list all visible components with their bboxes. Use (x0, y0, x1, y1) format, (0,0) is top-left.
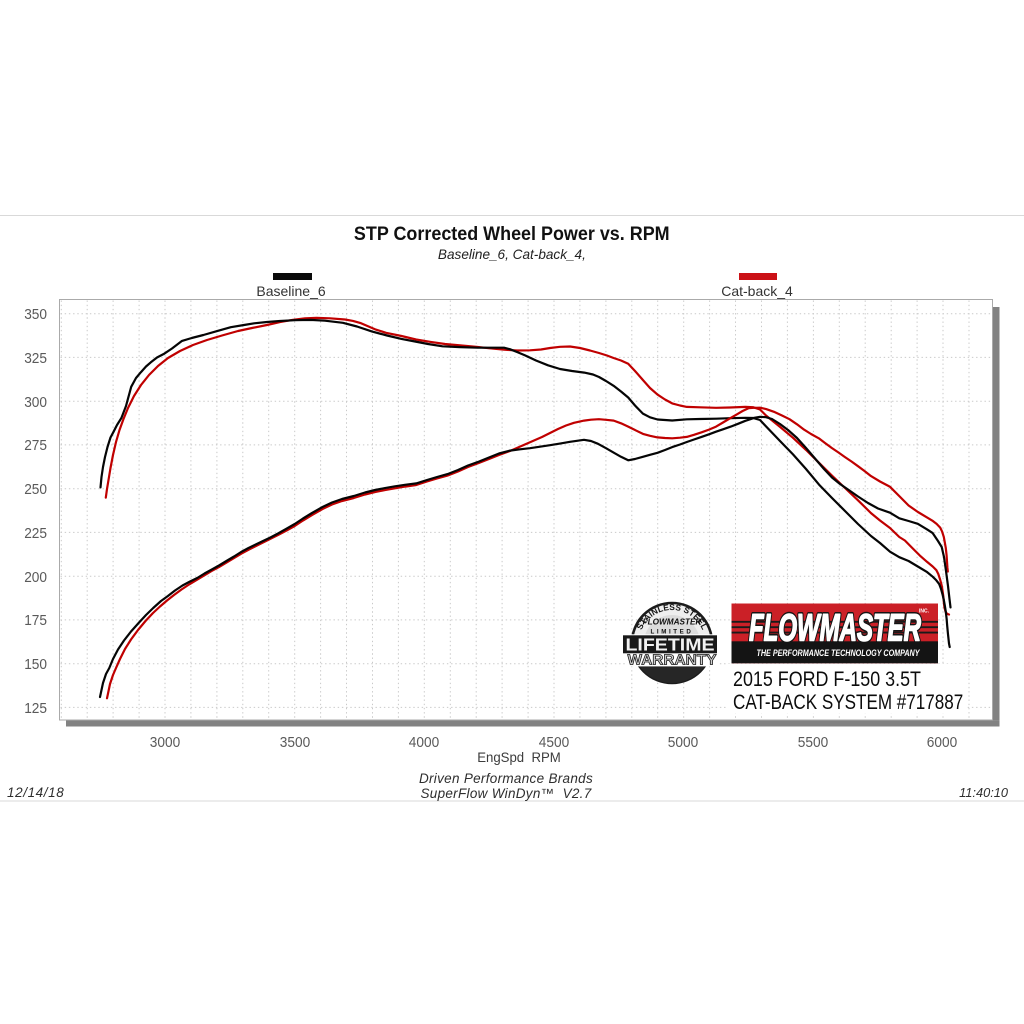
svg-text:INC.: INC. (919, 609, 930, 615)
svg-text:THE PERFORMANCE TECHNOLOGY COM: THE PERFORMANCE TECHNOLOGY COMPANY (757, 648, 921, 658)
svg-text:FLOWMASTER: FLOWMASTER (749, 608, 921, 650)
svg-text:FLOWMASTER: FLOWMASTER (749, 608, 921, 650)
svg-text:FLOWMASTER: FLOWMASTER (643, 618, 702, 627)
svg-text:LIMITED: LIMITED (651, 628, 694, 635)
svg-text:LIFETIME: LIFETIME (626, 635, 715, 655)
svg-text:WARRANTY: WARRANTY (628, 653, 717, 669)
